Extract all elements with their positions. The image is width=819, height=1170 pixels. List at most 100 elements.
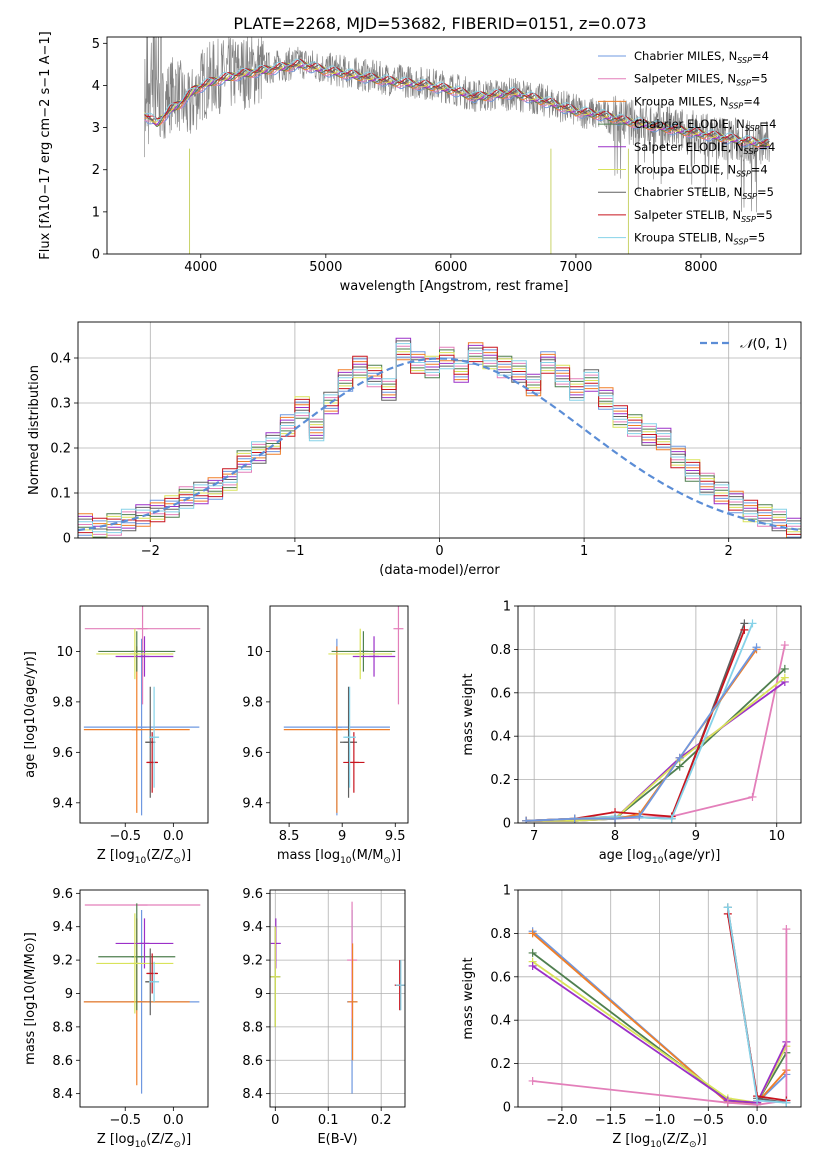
y-tick-label: 9.6 — [52, 746, 73, 761]
x-axis-label: Z [log10(Z/Z⊙)] — [612, 1132, 706, 1150]
legend-label-suffix: =4 — [758, 140, 775, 154]
series-marker — [723, 903, 732, 912]
residuals-legend: 𝒩(0, 1) — [700, 337, 787, 352]
x-tick-label: 10 — [768, 829, 785, 844]
series-line — [526, 646, 758, 822]
y-label-part: A — [38, 55, 53, 68]
gaussian-curve — [78, 357, 801, 532]
panel-residuals: −2 −1 0 1 2 0 0.1 0.2 0.3 0.4 (data-model)/error No… — [27, 321, 802, 578]
series-marker — [753, 1096, 762, 1105]
x-axis-label: wavelength [Angstrom, rest frame] — [340, 279, 569, 294]
data-point — [328, 628, 393, 680]
legend-label-sub: SSP — [736, 170, 751, 179]
legend-label-sub: SSP — [729, 101, 744, 110]
legend-label-main: Kroupa STELIB, N — [634, 231, 734, 245]
legend-label-sub: SSP — [742, 192, 757, 201]
y-tick-label: 0.3 — [50, 397, 71, 412]
legend-label-sub: SSP — [734, 238, 749, 247]
data-point — [98, 903, 176, 1011]
legend-label: Salpeter MILES, NSSP=5 — [634, 72, 768, 88]
x-label-part: ⊙ — [173, 856, 181, 866]
y-tick-label: 0.8 — [490, 643, 511, 658]
y-label-part: 10 — [38, 195, 53, 212]
y-tick-label: 10 — [246, 645, 263, 660]
data-point — [98, 631, 176, 672]
legend-label: Salpeter STELIB, NSSP=5 — [634, 208, 773, 224]
panel-spectrum: 4000 5000 6000 7000 8000 0 1 2 3 4 5 wavelength [An… — [38, 31, 802, 294]
axes-frame — [79, 889, 209, 1108]
model-line — [144, 59, 770, 145]
legend-label: Chabrier STELIB, NSSP=5 — [634, 185, 774, 201]
x-label-part: )] — [181, 848, 191, 863]
series-marker — [740, 625, 749, 634]
data-point — [146, 732, 158, 793]
y-tick-label: 9.8 — [52, 695, 73, 710]
x-axis-label: mass [log10(M/M⊙)] — [277, 848, 401, 866]
y-label-part: )] — [23, 932, 38, 942]
y-tick-label: 9 — [255, 987, 263, 1002]
y-label-part: (M/M — [23, 953, 38, 985]
y-label-part: −1 — [38, 36, 53, 55]
x-axis-label: E(B-V) — [317, 1132, 357, 1147]
histogram-step — [78, 337, 801, 529]
series-marker — [748, 619, 757, 628]
legend-label-suffix: =5 — [756, 208, 773, 222]
y-tick-label: 0 — [503, 1101, 511, 1116]
legend-label-main: Salpeter STELIB, N — [634, 208, 741, 222]
legend-label-sub: SSP — [736, 79, 751, 88]
data-point — [115, 636, 174, 677]
y-tick-label: 9.8 — [242, 695, 263, 710]
y-tick-label: 9.6 — [242, 746, 263, 761]
series-marker — [675, 753, 684, 762]
y-tick-label: 0.4 — [50, 352, 71, 367]
y-tick-label: 9.4 — [52, 920, 73, 935]
legend-label: Chabrier MILES, NSSP=4 — [634, 49, 769, 65]
legend-label-main: Chabrier STELIB, N — [634, 185, 742, 199]
x-axis-label: (data-model)/error — [379, 563, 500, 578]
legend-label-main: Chabrier ELODIE, N — [634, 117, 745, 131]
legend-label: Kroupa STELIB, NSSP=5 — [634, 231, 765, 247]
data-point — [343, 686, 356, 788]
legend-label-suffix: =4 — [752, 49, 769, 63]
x-tick-label: 8 — [611, 829, 619, 844]
legend-label-main: Salpeter ELODIE, N — [634, 140, 744, 154]
legend-label-main: Chabrier MILES, N — [634, 49, 737, 63]
y-tick-label: 8.8 — [52, 1020, 73, 1035]
data-point — [83, 646, 190, 813]
series-marker — [570, 814, 579, 823]
data-point — [83, 638, 200, 816]
histogram-step — [78, 346, 801, 535]
legend-label-args: (0, 1) — [752, 337, 787, 352]
x-tick-label: −1.0 — [644, 1113, 676, 1128]
legend-label: Kroupa ELODIE, NSSP=4 — [634, 163, 768, 179]
axes-frame — [106, 36, 802, 255]
series-marker — [528, 948, 537, 957]
panel-mass_ebv: 0 0.1 0.2 8.4 8.6 8.8 9 9.2 9.4 9.6 E(B-V) — [242, 887, 406, 1147]
series-marker — [748, 792, 757, 801]
panel-mass_Z: −0.5 0.08.48.68.899.29.49.6Z [log10(Z/Z⊙)… — [23, 887, 209, 1150]
legend-label: Chabrier ELODIE, NSSP=4 — [634, 117, 776, 133]
y-tick-label: 8.4 — [242, 1087, 263, 1102]
y-label-part: s — [38, 87, 53, 98]
y-label-part: λ — [38, 211, 53, 219]
x-label-part: (age/yr)] — [663, 848, 720, 863]
y-tick-label: 1 — [503, 884, 511, 899]
series-line — [526, 623, 754, 822]
data-point — [331, 631, 396, 672]
legend-label-suffix: =5 — [751, 72, 768, 86]
x-tick-label: 9 — [338, 829, 346, 844]
x-label-part: )] — [181, 1132, 191, 1147]
x-label-part: (Z/Z — [662, 1132, 689, 1147]
x-tick-label: −2.0 — [546, 1113, 578, 1128]
legend-label-suffix: =4 — [743, 94, 760, 108]
data-point — [115, 918, 174, 969]
histogram-step — [78, 340, 801, 532]
model-line — [144, 58, 770, 143]
series-marker — [635, 812, 644, 821]
x-tick-label: 9 — [692, 829, 700, 844]
series-marker — [723, 1098, 732, 1107]
y-label-part: Flux [f — [38, 219, 53, 260]
x-label-part: (Z/Z — [146, 1132, 173, 1147]
series-line — [532, 960, 788, 1104]
y-axis-label: mass [log10(M/M⊙)] — [23, 932, 38, 1065]
